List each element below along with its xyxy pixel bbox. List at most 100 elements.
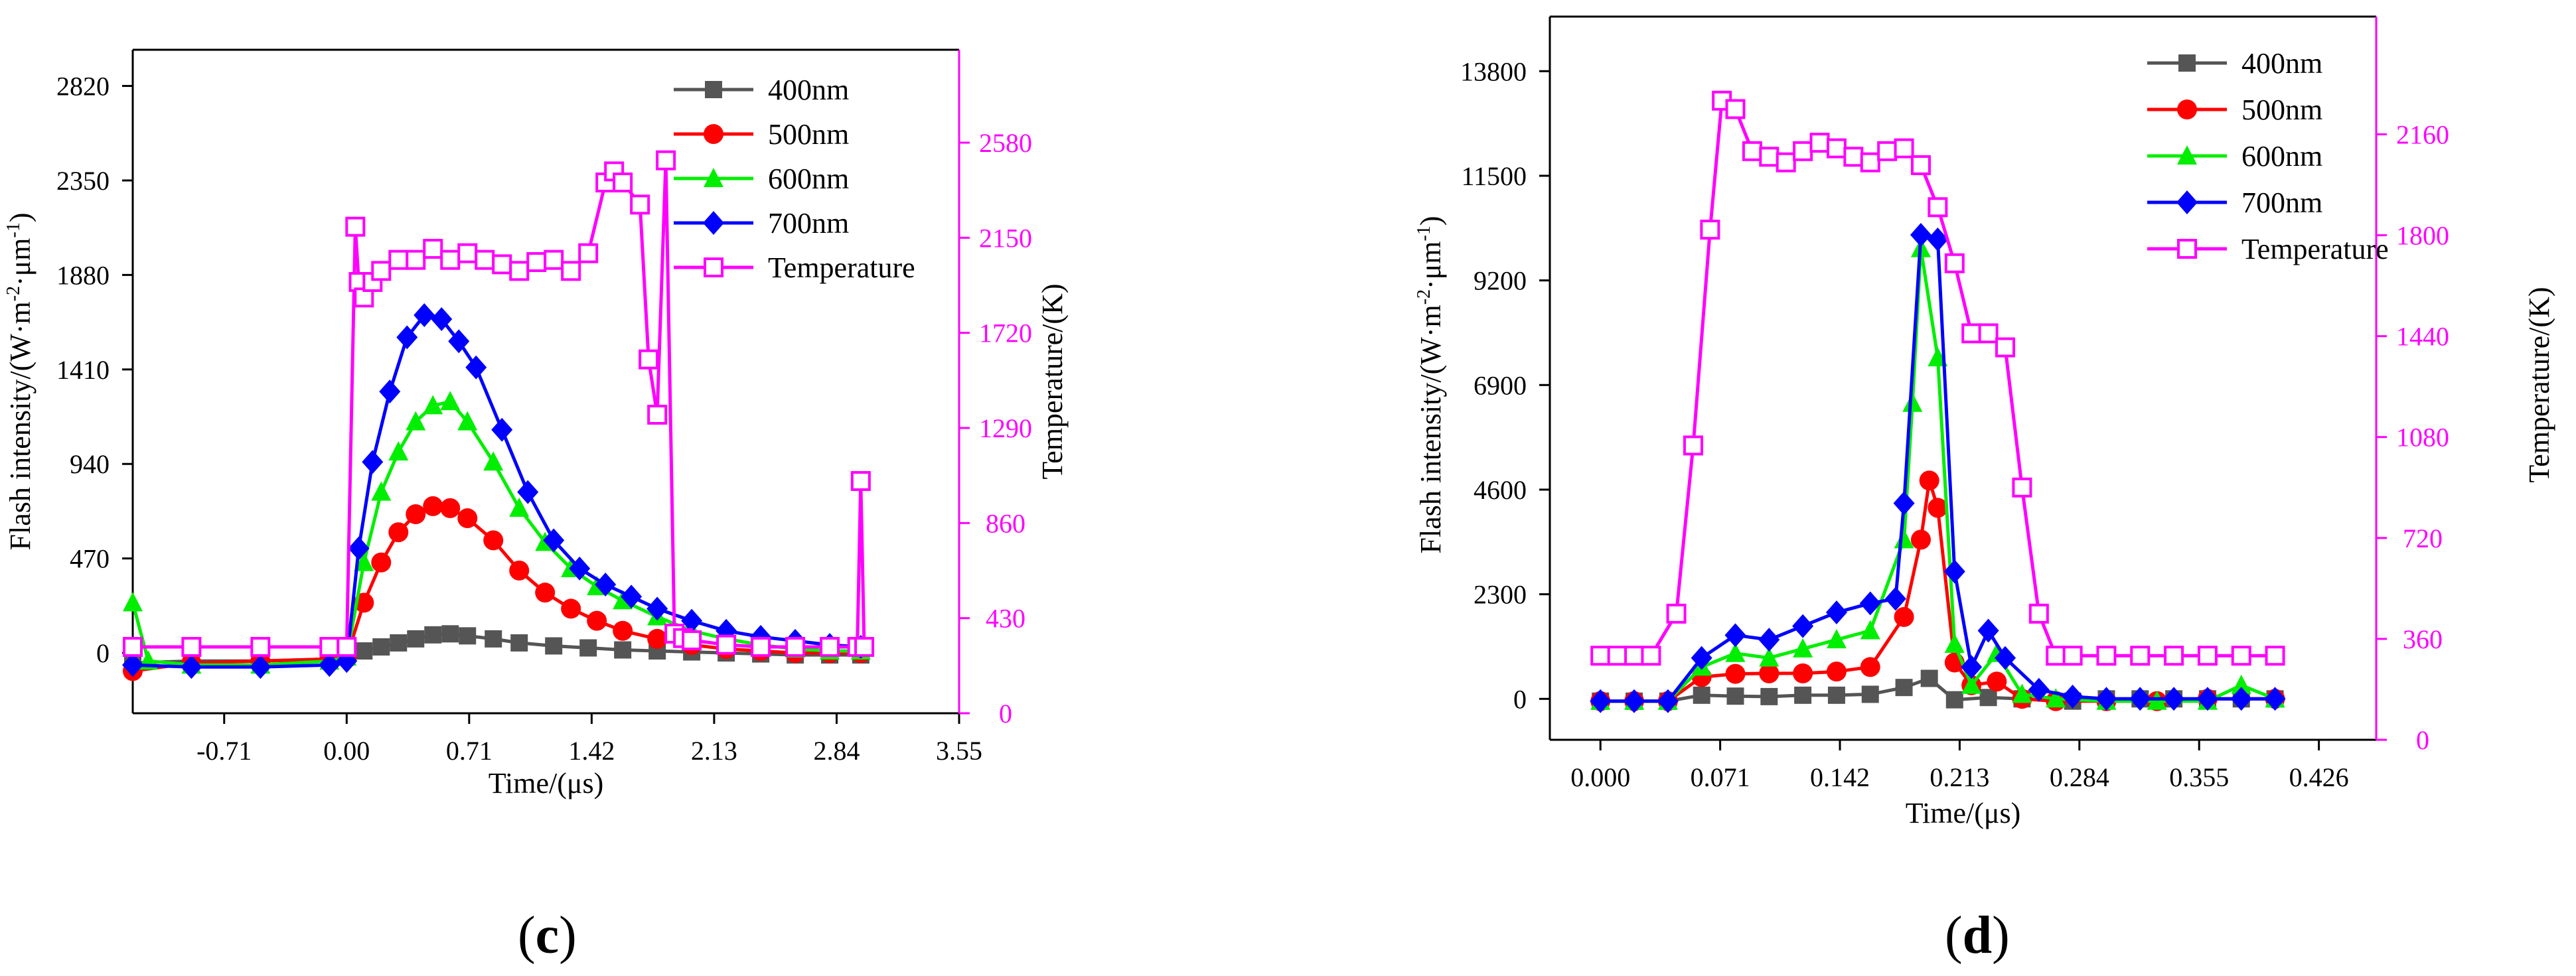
data-point-600nm: [1725, 642, 1746, 662]
data-point-temperature: [1860, 152, 1880, 173]
data-point-700nm: [595, 573, 617, 597]
data-point-400nm: [1760, 687, 1778, 705]
y2-tick-label: 2150: [979, 223, 1032, 253]
data-point-700nm: [1792, 614, 1814, 638]
x-tick-label: 2.84: [813, 736, 860, 766]
data-point-temperature: [440, 249, 461, 270]
data-point-400nm: [485, 630, 502, 648]
x-axis-label: Time/(μs): [489, 767, 604, 800]
data-point-temperature: [1742, 141, 1762, 161]
x-tick-label: 0.71: [446, 736, 492, 766]
y-axis-label: Flash intensity/(W·m-2·μm-1): [1414, 216, 1447, 554]
data-point-700nm: [122, 653, 143, 677]
y2-tick-label: 1800: [2396, 221, 2449, 251]
data-point-600nm: [1902, 392, 1923, 412]
data-point-temperature: [475, 249, 495, 270]
data-point-temperature: [1776, 152, 1796, 173]
y2-tick-label: 720: [2403, 523, 2443, 553]
x-tick-label: 0.213: [1930, 762, 1989, 792]
data-point-temperature: [2046, 646, 2066, 666]
legend-label-500nm: 500nm: [2241, 94, 2322, 126]
data-point-temperature: [716, 634, 737, 655]
data-point-500nm: [457, 508, 478, 529]
data-point-700nm: [414, 303, 435, 327]
data-point-temperature: [1894, 138, 1914, 159]
data-point-700nm: [2264, 687, 2286, 711]
legend-marker-400nm: [2178, 54, 2196, 72]
data-point-temperature: [630, 194, 650, 215]
data-point-700nm: [319, 653, 341, 677]
data-point-temperature: [423, 239, 443, 259]
legend-label-700nm: 700nm: [2241, 186, 2322, 219]
data-point-400nm: [1794, 686, 1812, 704]
y2-tick-label: 0: [2416, 725, 2429, 755]
data-point-500nm: [1826, 662, 1847, 682]
x-tick-label: 0.426: [2289, 762, 2349, 792]
y2-axis-label: Temperature/(K): [1036, 284, 1069, 480]
data-point-temperature: [2062, 646, 2083, 666]
data-point-temperature: [682, 630, 702, 650]
y2-tick-label: 1440: [2396, 322, 2449, 352]
data-point-600nm: [1860, 620, 1880, 640]
legend-marker-400nm: [705, 81, 722, 98]
data-point-700nm: [465, 355, 487, 380]
y-tick-label: 9200: [1474, 266, 1527, 296]
legend-label-temperature: Temperature: [768, 251, 915, 284]
x-tick-label: 0.355: [2169, 762, 2229, 792]
data-point-temperature: [647, 405, 668, 425]
y-tick-label: 470: [70, 544, 110, 574]
data-point-500nm: [423, 496, 443, 516]
legend-marker-temperature: [2177, 239, 2197, 259]
legend-label-700nm: 700nm: [768, 207, 849, 240]
y2-tick-label: 0: [999, 699, 1012, 729]
data-point-temperature: [181, 637, 202, 657]
data-point-400nm: [459, 627, 477, 645]
data-point-500nm: [1919, 470, 1939, 491]
data-point-temperature: [1624, 646, 1645, 666]
data-point-700nm: [250, 655, 271, 679]
data-point-700nm: [2062, 684, 2084, 709]
y-tick-label: 13800: [1460, 56, 1527, 86]
data-point-400nm: [1693, 686, 1710, 704]
data-point-700nm: [2230, 687, 2252, 711]
chart-c: -0.71 0.00 0.71 1.42 2.13 2.84 3.55 0 470 940 1410…: [3, 48, 1069, 800]
data-point-temperature: [1877, 141, 1898, 161]
data-point-temperature: [406, 249, 426, 270]
x-tick-label: 3.55: [936, 736, 982, 766]
x-tick-label: 0.000: [1570, 762, 1630, 792]
data-point-500nm: [406, 504, 426, 524]
data-point-700nm: [2095, 687, 2117, 711]
y-tick-label: 940: [70, 449, 110, 479]
panel-label-d: (d): [1945, 906, 2010, 965]
y2-tick-label: 360: [2403, 624, 2443, 654]
data-point-600nm: [1793, 638, 1813, 658]
data-point-500nm: [388, 522, 409, 543]
y-tick-label: 11500: [1461, 161, 1527, 191]
x-tick-label: 0.00: [323, 736, 370, 766]
data-point-temperature: [250, 637, 271, 657]
data-point-700nm: [1893, 491, 1915, 516]
data-point-400nm: [1861, 685, 1879, 703]
data-point-temperature: [854, 637, 875, 657]
data-point-500nm: [440, 498, 461, 518]
data-point-700nm: [517, 480, 539, 504]
data-point-700nm: [1724, 623, 1746, 648]
x-tick-label: 0.284: [2050, 762, 2109, 792]
data-point-temperature: [337, 637, 357, 657]
data-point-400nm: [545, 637, 563, 655]
data-point-600nm: [2046, 688, 2066, 708]
data-point-temperature: [1590, 646, 1611, 666]
data-point-500nm: [613, 620, 633, 641]
data-point-temperature: [1641, 646, 1661, 666]
data-point-temperature: [2130, 646, 2151, 666]
data-point-600nm: [1944, 634, 1965, 654]
data-point-700nm: [1859, 591, 1881, 616]
y-tick-label: 2820: [56, 72, 110, 102]
data-point-700nm: [379, 380, 401, 404]
data-point-temperature: [2231, 646, 2251, 666]
legend-label-600nm: 600nm: [2241, 140, 2322, 173]
data-point-500nm: [1759, 663, 1780, 683]
data-point-400nm: [614, 641, 632, 659]
y-tick-label: 0: [1513, 684, 1527, 714]
